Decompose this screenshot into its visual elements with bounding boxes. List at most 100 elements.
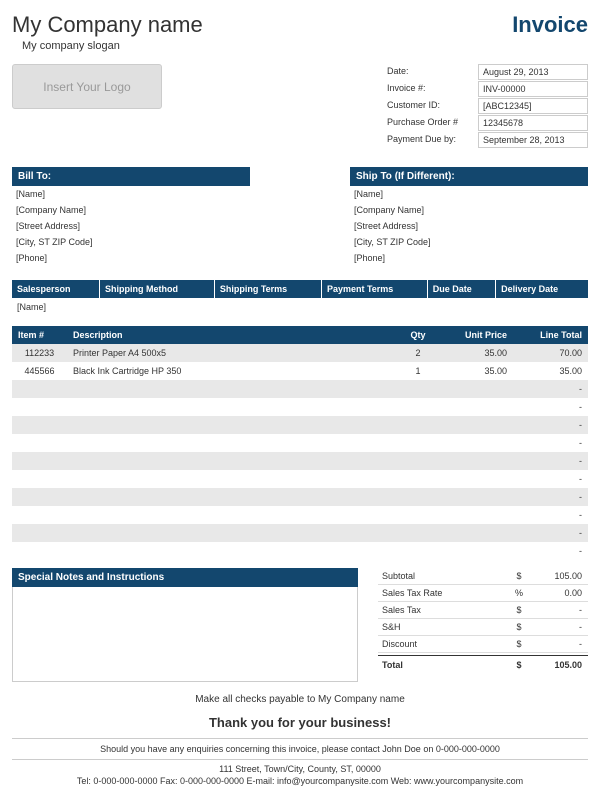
item-total: - [513,452,588,470]
item-desc [67,542,398,560]
item-number [12,434,67,452]
total-label: Discount [378,639,510,649]
table-row: - [12,524,588,542]
notes-body[interactable] [12,587,358,682]
item-desc [67,398,398,416]
total-symbol: $ [510,605,528,615]
total-value: 105.00 [528,571,588,581]
item-total: - [513,398,588,416]
terms-header: Salesperson [12,280,100,298]
item-number [12,452,67,470]
item-number [12,542,67,560]
enquiry-text: Should you have any enquiries concerning… [12,738,588,760]
item-qty [398,524,438,542]
bill-to-block: Bill To: [Name][Company Name][Street Add… [12,167,250,266]
item-number [12,506,67,524]
table-row: 112233Printer Paper A4 500x5235.0070.00 [12,344,588,362]
table-row: - [12,380,588,398]
item-number: 445566 [12,362,67,380]
item-price [438,470,513,488]
grand-symbol: $ [510,660,528,670]
meta-value: INV-00000 [478,81,588,97]
item-desc [67,506,398,524]
terms-cell [427,298,495,316]
terms-cell: [Name] [12,298,100,316]
grand-value: 105.00 [528,660,588,670]
col-desc: Description [67,326,398,344]
item-total: - [513,470,588,488]
terms-cell [496,298,588,316]
meta-value: September 28, 2013 [478,132,588,148]
address-line: [City, ST ZIP Code] [12,234,250,250]
address-line: [Name] [350,186,588,202]
item-price [438,398,513,416]
meta-label: Customer ID: [383,98,478,114]
item-desc [67,416,398,434]
item-total: - [513,506,588,524]
table-row: 445566Black Ink Cartridge HP 350135.0035… [12,362,588,380]
terms-table: SalespersonShipping MethodShipping Terms… [12,280,588,316]
total-row: Subtotal$105.00 [378,568,588,585]
total-symbol: $ [510,639,528,649]
meta-label: Purchase Order # [383,115,478,131]
col-total: Line Total [513,326,588,344]
item-total: - [513,416,588,434]
item-qty [398,398,438,416]
company-slogan: My company slogan [22,40,203,52]
ship-to-block: Ship To (If Different): [Name][Company N… [350,167,588,266]
item-qty [398,452,438,470]
item-qty [398,416,438,434]
total-value: - [528,622,588,632]
item-qty [398,506,438,524]
terms-cell [214,298,321,316]
company-name: My Company name [12,12,203,38]
col-item: Item # [12,326,67,344]
ship-to-header: Ship To (If Different): [350,167,588,186]
col-qty: Qty [398,326,438,344]
item-desc [67,524,398,542]
total-symbol: % [510,588,528,598]
total-label: Sales Tax [378,605,510,615]
address-line: [Company Name] [350,202,588,218]
item-number: 112233 [12,344,67,362]
terms-header: Delivery Date [496,280,588,298]
item-desc [67,452,398,470]
total-row: Sales Tax$- [378,602,588,619]
address-line: [City, ST ZIP Code] [350,234,588,250]
total-value: - [528,639,588,649]
meta-value: August 29, 2013 [478,64,588,80]
total-value: 0.00 [528,588,588,598]
logo-placeholder[interactable]: Insert Your Logo [12,64,162,109]
table-row: - [12,542,588,560]
item-price [438,434,513,452]
item-total: - [513,434,588,452]
item-total: - [513,488,588,506]
total-label: Subtotal [378,571,510,581]
meta-label: Payment Due by: [383,132,478,148]
total-row: Discount$- [378,636,588,653]
invoice-meta: Date:August 29, 2013Invoice #:INV-00000C… [383,64,588,149]
invoice-title: Invoice [512,12,588,38]
item-number [12,470,67,488]
total-symbol: $ [510,571,528,581]
total-row: S&H$- [378,619,588,636]
payable-text: Make all checks payable to My Company na… [12,694,588,705]
address-line: [Street Address] [12,218,250,234]
item-desc [67,380,398,398]
item-price [438,380,513,398]
item-price: 35.00 [438,362,513,380]
item-qty [398,488,438,506]
bill-to-header: Bill To: [12,167,250,186]
item-price [438,488,513,506]
item-price [438,542,513,560]
terms-header: Due Date [427,280,495,298]
item-number [12,380,67,398]
item-qty [398,470,438,488]
terms-cell [100,298,215,316]
grand-total-row: Total$105.00 [378,655,588,672]
meta-label: Invoice #: [383,81,478,97]
table-row: - [12,416,588,434]
item-desc [67,488,398,506]
item-number [12,416,67,434]
thanks-text: Thank you for your business! [12,715,588,730]
